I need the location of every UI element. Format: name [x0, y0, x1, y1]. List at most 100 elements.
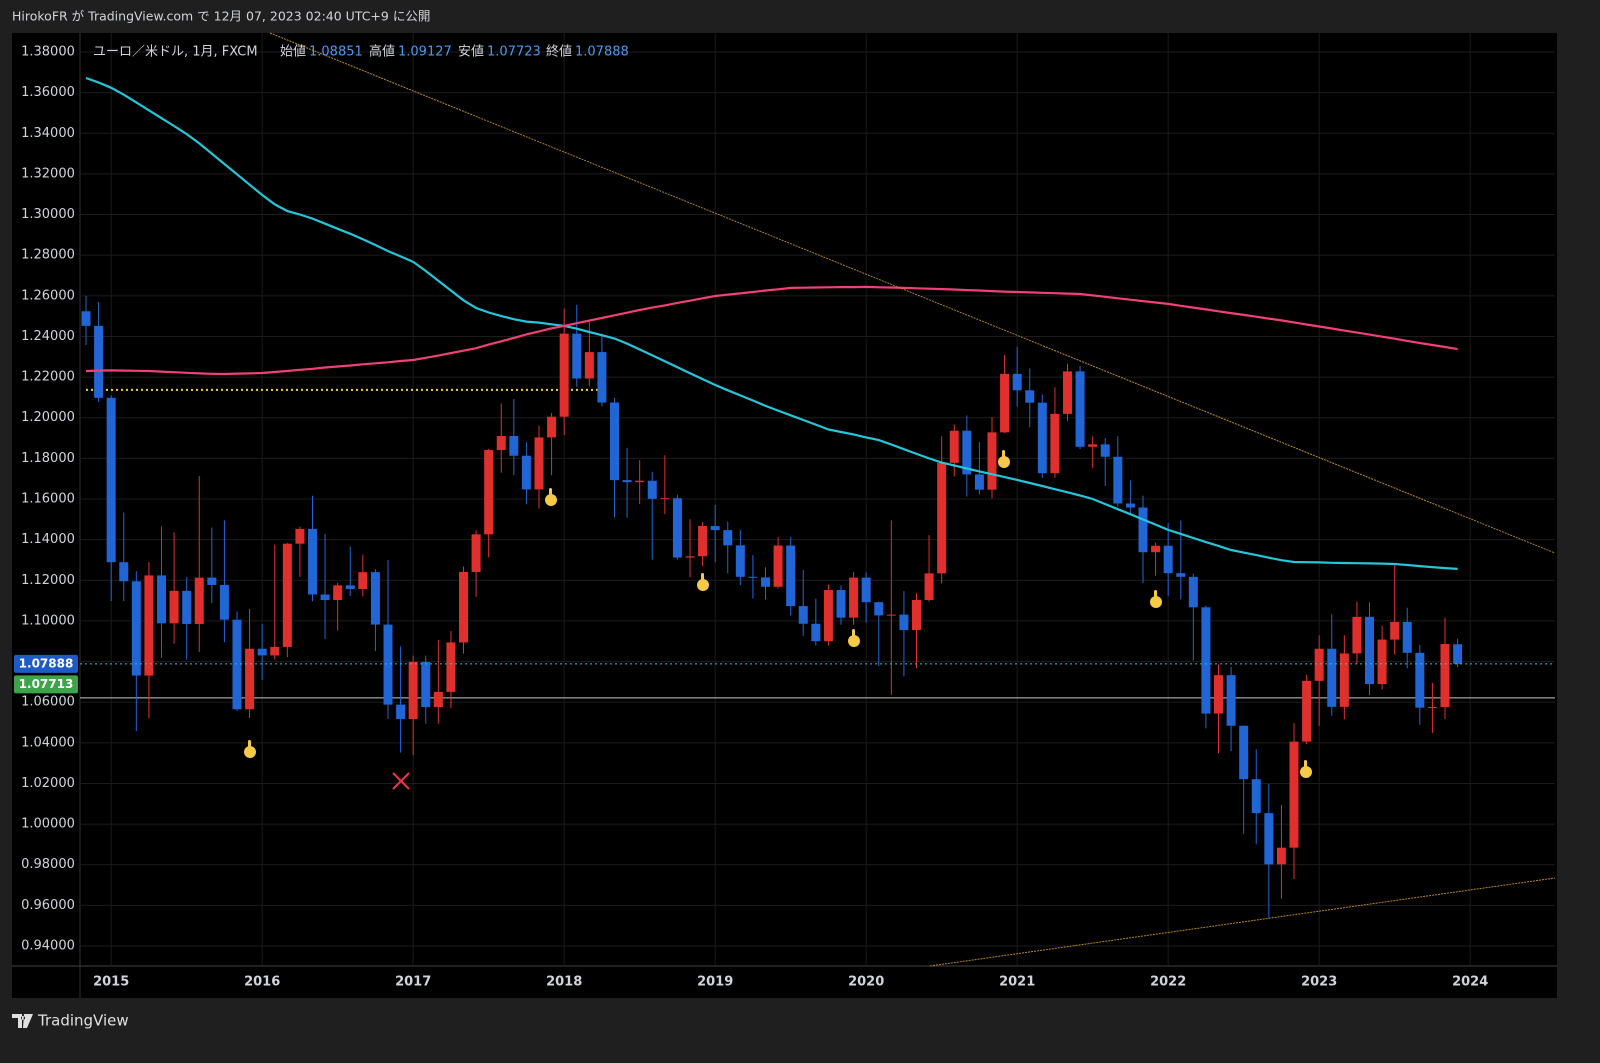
ohlc-label: 始値 [280, 44, 306, 60]
ohlc-value: 1.07723 [487, 45, 541, 60]
y-tick-label: 1.18000 [21, 451, 75, 466]
y-tick-label: 1.00000 [21, 817, 75, 832]
candle-body [849, 577, 859, 618]
y-tick-label: 0.98000 [21, 857, 75, 872]
candle-body [308, 528, 317, 595]
candle-body [773, 545, 783, 587]
candle-body [471, 534, 481, 572]
candle-body [647, 480, 657, 499]
ohlc-value: 1.08851 [309, 45, 363, 60]
candle-body [1453, 644, 1463, 664]
candle-body [245, 648, 255, 710]
candle-body [333, 585, 343, 600]
candle-body [811, 623, 821, 642]
legend: ユーロ／米ドル, 1月, FXCM 始値 1.08851 高値 1.09127 … [93, 44, 629, 60]
brand-name: TradingView [37, 1012, 129, 1030]
candle-body [459, 571, 468, 643]
ohlc-value: 1.07888 [575, 45, 629, 60]
y-tick-label: 0.94000 [21, 939, 75, 954]
candle-body [157, 575, 166, 624]
brand: TradingView [12, 1012, 129, 1030]
y-tick-label: 1.06000 [21, 695, 75, 710]
price-tag-label: 1.07888 [19, 656, 74, 670]
candle-body [282, 543, 292, 647]
candle-body [106, 397, 116, 563]
x-tick-label: 2018 [546, 975, 582, 990]
candle-body [1088, 444, 1098, 447]
candle-body [1264, 813, 1274, 865]
candle-body [786, 545, 796, 607]
candle-body [937, 462, 947, 574]
candle-body [295, 528, 305, 544]
pointer-icon [697, 573, 709, 591]
candle-body [899, 614, 909, 631]
y-tick-label: 1.12000 [21, 573, 75, 588]
candle-body [1302, 680, 1312, 742]
candle-body [1239, 725, 1249, 780]
y-tick-label: 1.36000 [21, 85, 75, 100]
ohlc-value: 1.09127 [398, 45, 452, 60]
candle-body [408, 661, 418, 720]
y-tick-label: 1.14000 [21, 532, 75, 547]
candle-body [1063, 371, 1072, 414]
candle-body [358, 572, 368, 590]
candle-body [1100, 444, 1110, 457]
candle-body [534, 437, 544, 490]
candle-body [1377, 639, 1387, 685]
pointer-icon [848, 629, 860, 647]
candle-body [194, 577, 204, 624]
candle-body [119, 562, 129, 582]
x-tick-label: 2016 [244, 975, 280, 990]
candle-body [1251, 779, 1261, 814]
candle-body [496, 436, 506, 451]
candle-body [610, 402, 619, 481]
x-tick-label: 2015 [93, 975, 129, 990]
candle-body [81, 311, 91, 326]
brand-logo [12, 1014, 33, 1028]
candle-body [924, 573, 934, 600]
candle-body [1352, 616, 1362, 654]
candle-body [1214, 675, 1223, 714]
candle-body [874, 602, 884, 616]
candle-body [370, 572, 380, 625]
candle-body [521, 455, 531, 490]
candle-body [144, 575, 154, 676]
candle-body [1440, 644, 1450, 708]
y-tick-label: 1.24000 [21, 329, 75, 344]
candle-body [1226, 675, 1236, 726]
price-tag-label: 1.07713 [19, 677, 74, 691]
y-tick-label: 1.22000 [21, 370, 75, 385]
pointer-icons [244, 450, 1312, 778]
x-tick-label: 2020 [848, 975, 884, 990]
price-tag [14, 675, 78, 694]
candle-body [320, 594, 330, 600]
y-tick-label: 1.34000 [21, 126, 75, 141]
pointer-icon [998, 450, 1010, 468]
candle-body [484, 450, 494, 535]
candle-body [836, 590, 846, 618]
candle-body [207, 577, 217, 585]
candle-body [433, 691, 443, 708]
y-tick-label: 1.26000 [21, 288, 75, 303]
candle-body [698, 526, 708, 557]
candle-body [748, 576, 758, 578]
ohlc-label: 終値 [546, 44, 572, 60]
moving-average [85, 285, 1458, 376]
candle-body [974, 474, 984, 490]
candle-body [559, 333, 569, 417]
candle-body [1138, 507, 1148, 553]
x-tick-label: 2023 [1301, 975, 1337, 990]
candle-body [345, 585, 355, 590]
x-tick-label: 2022 [1150, 975, 1186, 990]
candle-body [169, 590, 179, 624]
candle-body [761, 577, 770, 587]
candle-body [182, 590, 192, 624]
candle-body [1163, 545, 1173, 574]
candle-body [1037, 402, 1047, 474]
pointer-icon [244, 740, 256, 758]
candle-body [584, 352, 594, 379]
y-tick-label: 1.04000 [21, 735, 75, 750]
candle-body [1075, 371, 1085, 447]
symbol: ユーロ／米ドル, 1月, FXCM [93, 45, 258, 60]
